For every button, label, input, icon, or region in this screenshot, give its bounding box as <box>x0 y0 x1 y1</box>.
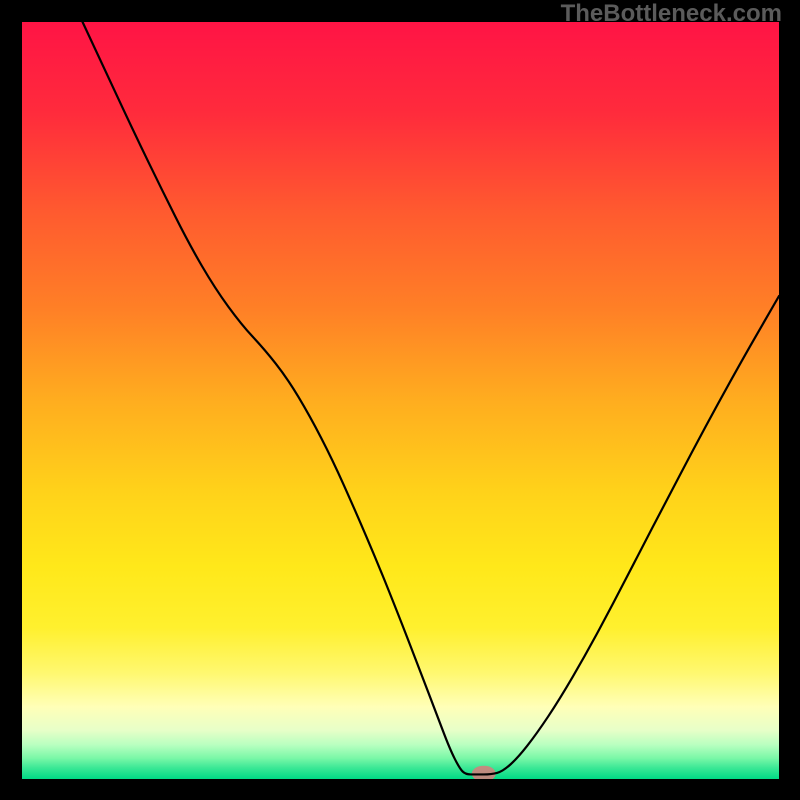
gradient-background <box>22 22 779 779</box>
plot-svg <box>22 22 779 779</box>
bottleneck-curve <box>83 22 779 774</box>
watermark-text: TheBottleneck.com <box>561 0 782 28</box>
bottleneck-marker <box>472 766 496 779</box>
plot-area <box>22 22 779 779</box>
